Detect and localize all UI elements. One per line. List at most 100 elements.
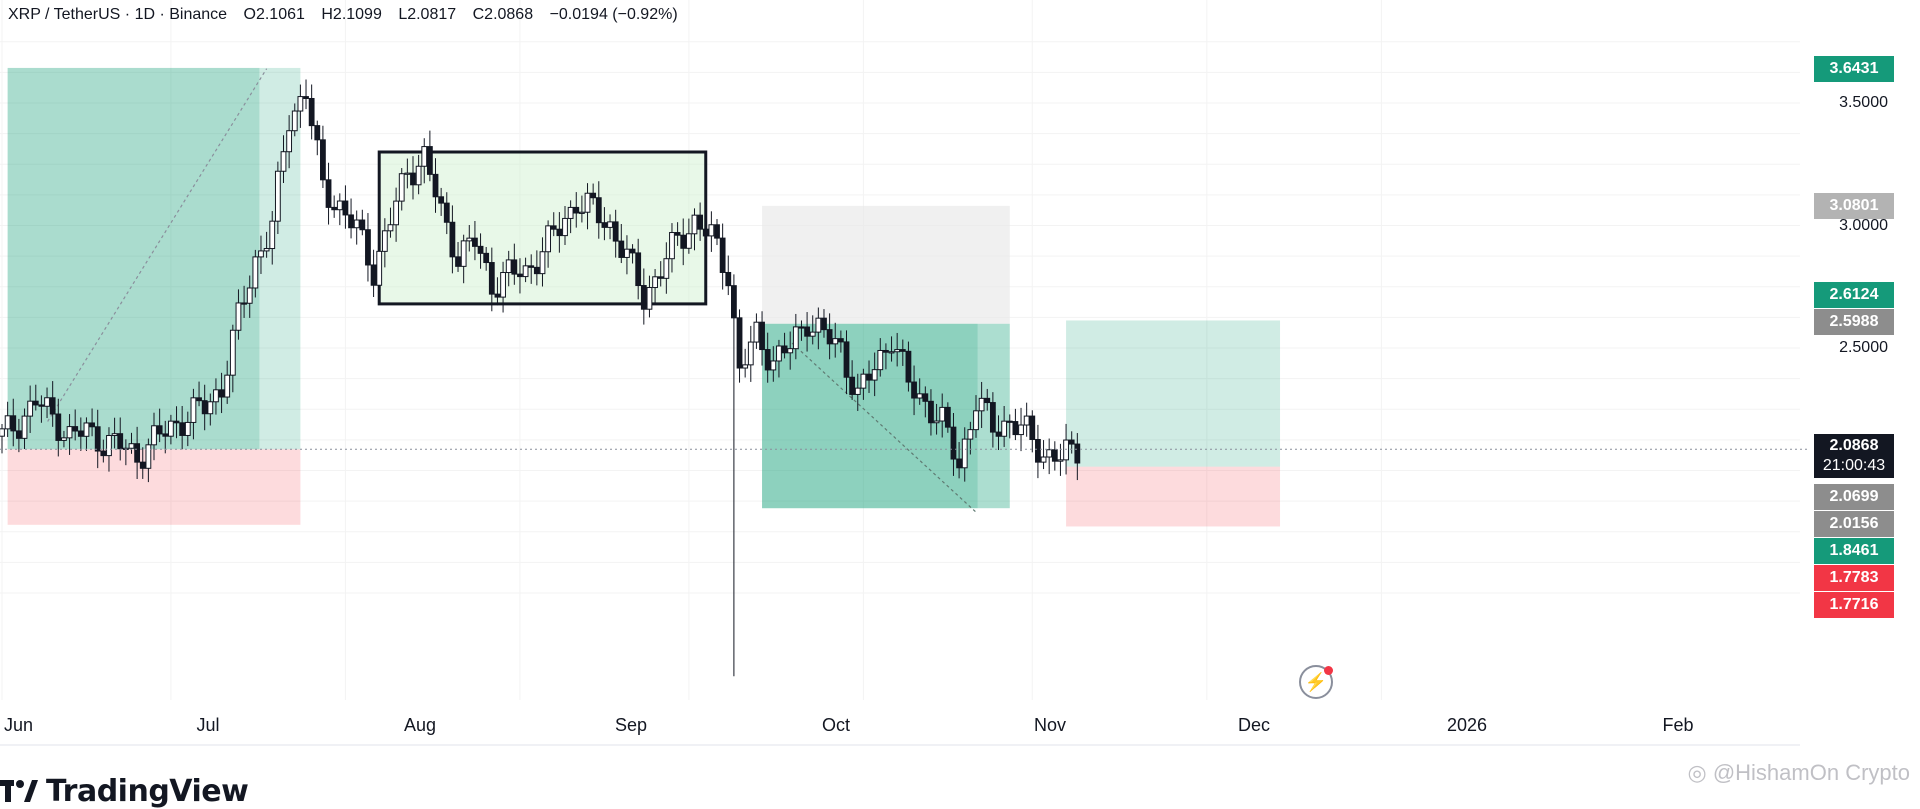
stop-zone [7, 449, 301, 525]
candle [888, 336, 895, 362]
candle [156, 408, 163, 443]
candle-body [702, 228, 709, 237]
candle [517, 258, 523, 294]
candle [224, 360, 231, 404]
price-badge[interactable]: 2.6124 [1814, 282, 1894, 308]
candle [646, 275, 653, 318]
candle [826, 313, 833, 360]
candle-body [252, 256, 259, 289]
notification-dot [1324, 666, 1333, 675]
candle-body [229, 329, 236, 376]
candle [950, 412, 957, 476]
time-label: Jul [196, 715, 220, 735]
candle-body [314, 125, 321, 141]
candle-body [595, 197, 602, 224]
candle-body [505, 259, 512, 274]
candle-body [494, 293, 501, 298]
candle-body [798, 326, 805, 329]
candle [83, 417, 90, 451]
candle [1012, 408, 1019, 441]
candle [314, 120, 321, 156]
candle [286, 115, 293, 169]
price-badge[interactable]: 2.0699 [1814, 484, 1894, 510]
candle [640, 268, 647, 325]
candle [787, 331, 794, 370]
candle-body [353, 219, 360, 229]
candle-body [331, 206, 338, 211]
candle [1018, 407, 1024, 452]
candle-body [849, 376, 856, 395]
candle [1023, 402, 1030, 437]
candle [49, 381, 56, 427]
candle [94, 409, 101, 469]
candle-body [291, 110, 298, 132]
candle [899, 339, 906, 366]
price-badge[interactable]: 1.7783 [1814, 565, 1894, 591]
candle-body [1063, 439, 1069, 461]
candle-body [973, 410, 979, 431]
price-badge[interactable]: 1.8461 [1814, 538, 1894, 564]
price-badge[interactable]: 3.6431 [1814, 56, 1894, 82]
candle [680, 218, 687, 266]
candle-body [297, 96, 304, 112]
candle-body [832, 338, 839, 345]
candle [477, 233, 484, 269]
candle [426, 130, 433, 182]
drawing-zones[interactable] [7, 67, 1281, 527]
tradingview-brand[interactable]: TradingView [0, 774, 249, 809]
candle [747, 325, 754, 382]
author-watermark: ◎ @HishamOn Crypto [1687, 760, 1910, 785]
tradingview-logo-icon [0, 780, 38, 802]
candle-body [376, 250, 383, 286]
candle-body [646, 287, 653, 310]
ohlc-close: C2.0868 [472, 6, 534, 23]
candle [410, 156, 416, 200]
candle-body [111, 433, 118, 437]
candle-body [184, 421, 191, 436]
candle-body [871, 369, 878, 381]
candle [15, 418, 22, 453]
price-label: 3.5000 [1839, 94, 1888, 111]
candle [235, 289, 242, 340]
price-badge[interactable]: 2.0156 [1814, 511, 1894, 537]
candle-body [15, 430, 22, 439]
candle [500, 261, 506, 313]
candle-body [866, 373, 872, 381]
price-badge[interactable]: 3.0801 [1814, 193, 1894, 219]
candle-body [49, 397, 56, 415]
candle [995, 415, 1002, 451]
candle [804, 312, 810, 352]
candle [562, 205, 568, 245]
candle-body [66, 426, 73, 439]
candle-body [106, 435, 112, 457]
candle [472, 220, 478, 261]
candle [607, 214, 613, 240]
candle-body [995, 431, 1002, 437]
candle [792, 313, 799, 360]
candle [151, 412, 157, 461]
candle [815, 307, 822, 350]
candle-body [466, 237, 473, 242]
candle-body [685, 233, 692, 249]
candle-body [426, 146, 433, 175]
candle [370, 249, 377, 298]
flash-alert-icon[interactable]: ⚡ [1299, 665, 1333, 699]
candle-body [1001, 420, 1008, 437]
current-price-badge[interactable]: 2.0868 21:00:43 [1814, 434, 1894, 478]
candle-body [753, 321, 760, 343]
candle-body [179, 422, 186, 436]
current-price-value: 2.0868 [1829, 437, 1879, 454]
price-badge[interactable]: 2.5988 [1814, 309, 1894, 335]
candle [55, 398, 62, 457]
candle [573, 192, 580, 228]
candle [398, 168, 405, 211]
candle [376, 244, 383, 299]
candle [1035, 424, 1041, 479]
candle [922, 386, 929, 418]
candle [38, 395, 45, 423]
price-badge[interactable]: 1.7716 [1814, 592, 1894, 618]
symbol-title[interactable]: XRP / TetherUS · 1D · Binance [8, 6, 228, 23]
candle-body [792, 326, 799, 350]
candle [883, 343, 889, 370]
